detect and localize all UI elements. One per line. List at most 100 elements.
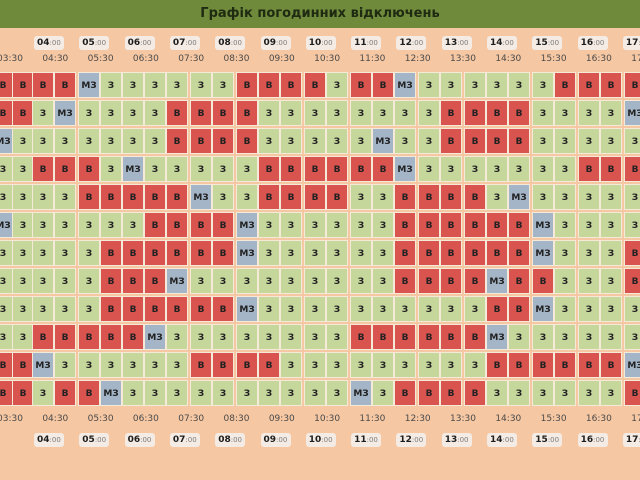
schedule-cell[interactable]: З — [122, 212, 144, 238]
schedule-cell[interactable]: З — [464, 352, 486, 378]
schedule-cell[interactable]: З — [54, 128, 76, 154]
schedule-cell[interactable]: З — [166, 324, 188, 350]
schedule-cell[interactable]: З — [304, 268, 326, 294]
schedule-cell[interactable]: З — [394, 296, 416, 322]
schedule-cell[interactable]: З — [418, 352, 440, 378]
schedule-cell[interactable]: В — [600, 72, 622, 98]
schedule-cell[interactable]: МЗ — [532, 296, 554, 322]
schedule-cell[interactable]: З — [12, 184, 34, 210]
schedule-cell[interactable]: З — [304, 352, 326, 378]
schedule-cell[interactable]: В — [624, 380, 640, 406]
schedule-cell[interactable]: В — [372, 156, 394, 182]
schedule-cell[interactable]: З — [258, 296, 280, 322]
schedule-cell[interactable]: В — [350, 156, 372, 182]
schedule-cell[interactable]: З — [258, 128, 280, 154]
schedule-cell[interactable]: З — [212, 72, 234, 98]
schedule-cell[interactable]: В — [350, 324, 372, 350]
schedule-cell[interactable]: З — [554, 268, 576, 294]
schedule-cell[interactable]: В — [418, 184, 440, 210]
schedule-cell[interactable]: З — [600, 184, 622, 210]
schedule-cell[interactable]: З — [440, 352, 462, 378]
schedule-cell[interactable]: З — [304, 240, 326, 266]
schedule-cell[interactable]: З — [554, 380, 576, 406]
schedule-cell[interactable]: В — [372, 72, 394, 98]
schedule-cell[interactable]: З — [100, 128, 122, 154]
schedule-cell[interactable]: З — [78, 240, 100, 266]
schedule-cell[interactable]: З — [190, 156, 212, 182]
schedule-cell[interactable]: МЗ — [394, 72, 416, 98]
schedule-cell[interactable]: МЗ — [508, 184, 530, 210]
schedule-cell[interactable]: В — [440, 212, 462, 238]
schedule-cell[interactable]: МЗ — [350, 380, 372, 406]
schedule-cell[interactable]: З — [578, 380, 600, 406]
schedule-cell[interactable]: З — [190, 72, 212, 98]
schedule-cell[interactable]: В — [32, 156, 54, 182]
schedule-cell[interactable]: В — [464, 268, 486, 294]
schedule-cell[interactable]: З — [372, 212, 394, 238]
schedule-cell[interactable]: В — [486, 240, 508, 266]
schedule-cell[interactable]: З — [78, 100, 100, 126]
schedule-cell[interactable]: МЗ — [122, 156, 144, 182]
schedule-cell[interactable]: З — [32, 240, 54, 266]
schedule-cell[interactable]: З — [258, 212, 280, 238]
schedule-cell[interactable]: В — [144, 240, 166, 266]
schedule-cell[interactable]: В — [440, 268, 462, 294]
schedule-cell[interactable]: З — [54, 268, 76, 294]
schedule-cell[interactable]: В — [350, 72, 372, 98]
schedule-cell[interactable]: В — [440, 184, 462, 210]
schedule-cell[interactable]: З — [624, 184, 640, 210]
schedule-cell[interactable]: В — [212, 212, 234, 238]
schedule-cell[interactable]: З — [122, 128, 144, 154]
schedule-cell[interactable]: З — [624, 324, 640, 350]
schedule-cell[interactable]: З — [54, 240, 76, 266]
schedule-cell[interactable]: З — [508, 324, 530, 350]
schedule-cell[interactable]: В — [78, 184, 100, 210]
schedule-cell[interactable]: В — [100, 324, 122, 350]
schedule-cell[interactable]: З — [350, 100, 372, 126]
schedule-cell[interactable]: З — [100, 352, 122, 378]
schedule-cell[interactable]: З — [464, 296, 486, 322]
schedule-cell[interactable]: З — [600, 324, 622, 350]
schedule-cell[interactable]: МЗ — [532, 240, 554, 266]
schedule-cell[interactable]: В — [486, 296, 508, 322]
schedule-cell[interactable]: В — [258, 184, 280, 210]
schedule-cell[interactable]: В — [190, 240, 212, 266]
schedule-cell[interactable]: З — [12, 128, 34, 154]
schedule-cell[interactable]: З — [326, 296, 348, 322]
schedule-cell[interactable]: З — [350, 268, 372, 294]
schedule-cell[interactable]: З — [486, 156, 508, 182]
schedule-cell[interactable]: З — [326, 240, 348, 266]
schedule-cell[interactable]: В — [122, 296, 144, 322]
schedule-cell[interactable]: МЗ — [166, 268, 188, 294]
schedule-cell[interactable]: З — [12, 212, 34, 238]
schedule-cell[interactable]: В — [464, 240, 486, 266]
schedule-cell[interactable]: З — [350, 184, 372, 210]
schedule-cell[interactable]: В — [394, 324, 416, 350]
schedule-cell[interactable]: З — [304, 324, 326, 350]
schedule-cell[interactable]: В — [12, 380, 34, 406]
schedule-cell[interactable]: З — [554, 128, 576, 154]
schedule-cell[interactable]: В — [78, 156, 100, 182]
schedule-cell[interactable]: З — [280, 268, 302, 294]
schedule-cell[interactable]: З — [440, 156, 462, 182]
schedule-cell[interactable]: В — [578, 156, 600, 182]
schedule-cell[interactable]: В — [508, 352, 530, 378]
schedule-cell[interactable]: В — [54, 380, 76, 406]
schedule-cell[interactable]: З — [578, 240, 600, 266]
schedule-cell[interactable]: В — [32, 72, 54, 98]
schedule-cell[interactable]: З — [532, 324, 554, 350]
schedule-cell[interactable]: В — [190, 352, 212, 378]
schedule-cell[interactable]: МЗ — [144, 324, 166, 350]
schedule-cell[interactable]: З — [600, 240, 622, 266]
schedule-cell[interactable]: З — [350, 352, 372, 378]
schedule-cell[interactable]: З — [212, 268, 234, 294]
schedule-cell[interactable]: В — [12, 352, 34, 378]
schedule-cell[interactable]: З — [54, 212, 76, 238]
schedule-cell[interactable]: З — [100, 72, 122, 98]
schedule-cell[interactable]: МЗ — [236, 296, 258, 322]
schedule-cell[interactable]: В — [258, 72, 280, 98]
schedule-cell[interactable]: З — [54, 184, 76, 210]
schedule-cell[interactable]: В — [236, 352, 258, 378]
schedule-cell[interactable]: В — [100, 240, 122, 266]
schedule-cell[interactable]: В — [236, 100, 258, 126]
